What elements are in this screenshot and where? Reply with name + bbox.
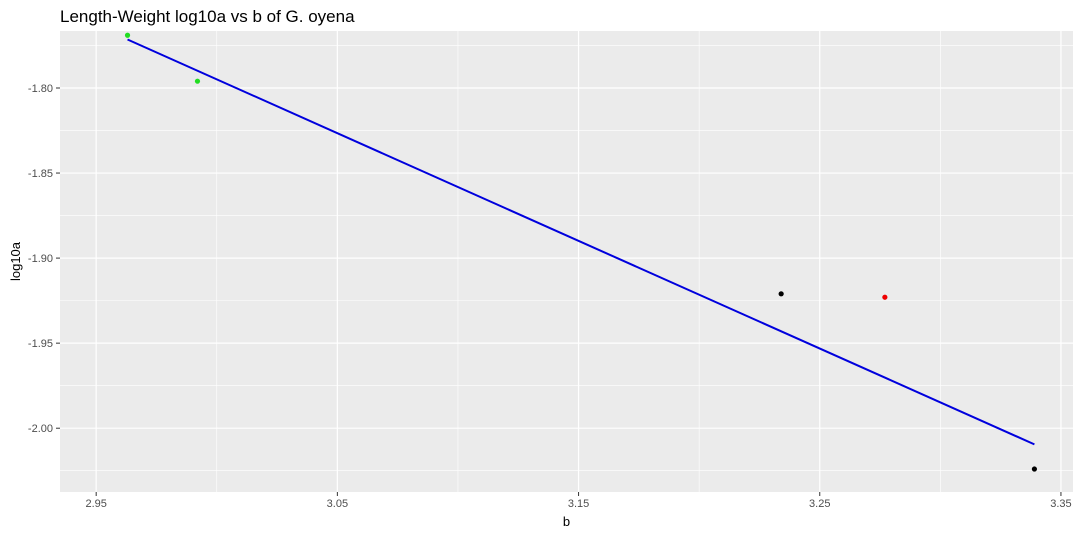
x-axis-ticks: 2.95 3.05 3.15 3.25 3.35	[85, 492, 1072, 510]
chart-title: Length-Weight log10a vs b of G. oyena	[60, 7, 355, 26]
data-point	[1031, 466, 1038, 472]
y-tick-label: -1.90	[28, 253, 53, 265]
y-tick-label: -1.85	[28, 168, 53, 180]
data-points	[124, 32, 1038, 472]
y-tick-label: -1.95	[28, 338, 53, 350]
data-point	[194, 78, 201, 84]
y-tick-label: -2.00	[28, 423, 53, 435]
x-axis-title: b	[563, 514, 570, 529]
regression-line	[127, 38, 1035, 446]
plot-panel	[60, 31, 1073, 492]
major-gridlines	[60, 31, 1073, 492]
x-tick-label: 3.25	[809, 498, 830, 510]
data-point	[124, 32, 131, 38]
data-point	[882, 294, 888, 300]
x-tick-label: 3.35	[1050, 498, 1071, 510]
x-tick-label: 2.95	[85, 498, 106, 510]
y-tick-label: -1.80	[28, 83, 53, 95]
y-axis-ticks: -1.80 -1.85 -1.90 -1.95 -2.00	[28, 83, 60, 435]
x-tick-label: 3.15	[568, 498, 589, 510]
data-point	[778, 291, 784, 297]
y-axis-title: log10a	[8, 241, 23, 281]
x-tick-label: 3.05	[327, 498, 348, 510]
minor-gridlines	[60, 31, 1073, 492]
